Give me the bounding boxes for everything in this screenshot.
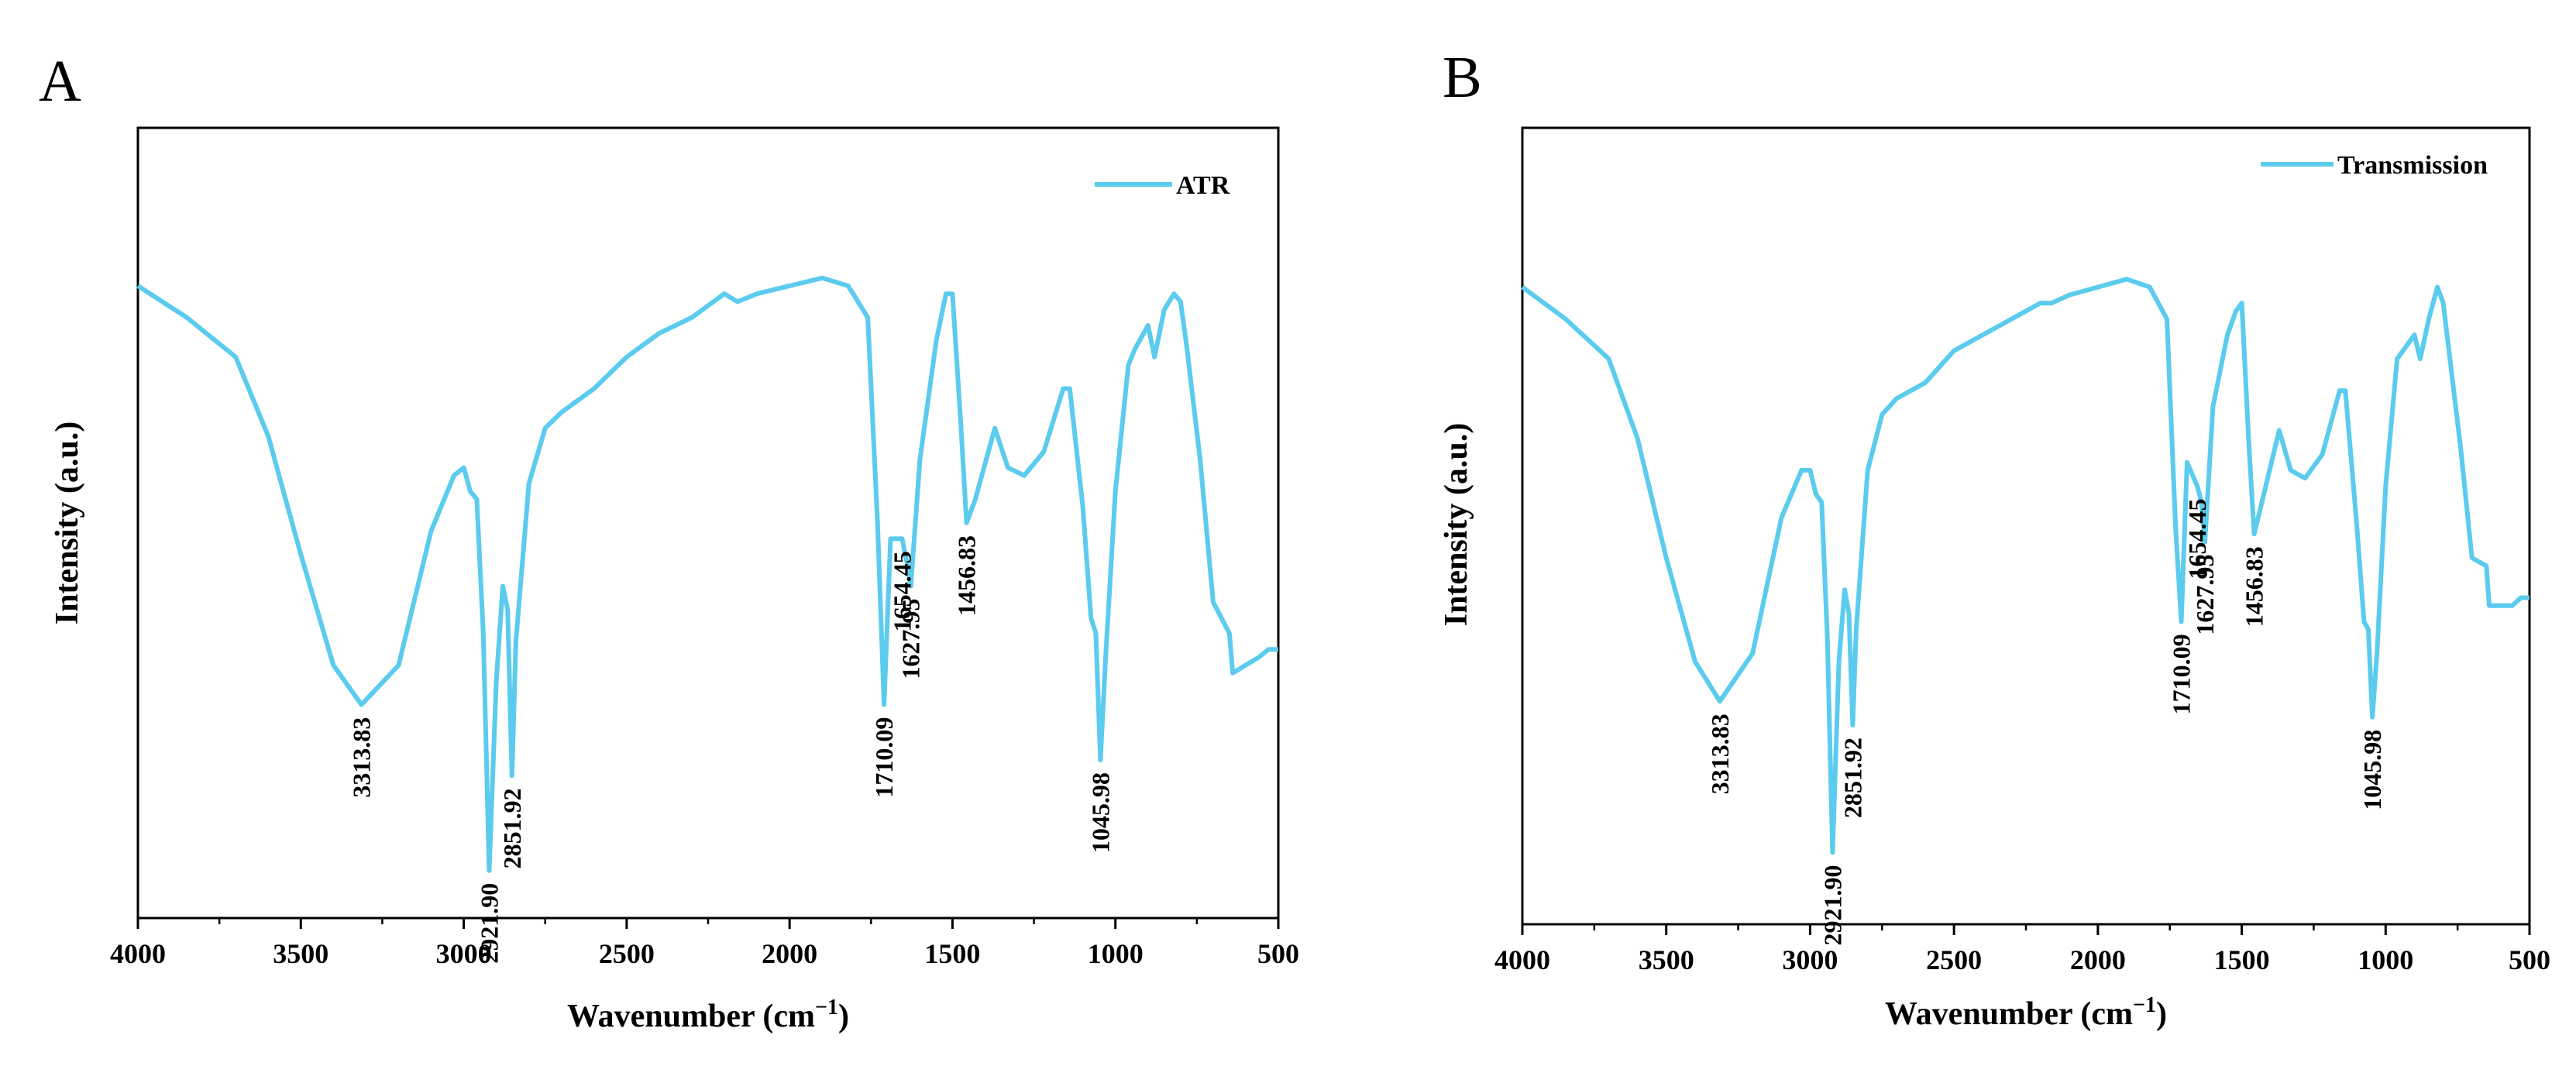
panel-b-peak-label: 1045.98 bbox=[2358, 730, 2386, 810]
panel-b-peak-label: 2921.90 bbox=[1818, 865, 1846, 946]
panel-b-peak-label: 1654.45 bbox=[2183, 499, 2211, 579]
panel-a-peak-label: 3313.83 bbox=[348, 717, 376, 798]
panel-b-label: B bbox=[1443, 45, 1482, 110]
panel-a-legend-label: ATR bbox=[1176, 171, 1230, 200]
panel-a-peak-label: 1710.09 bbox=[870, 717, 898, 798]
panel-a-x-tick-label: 2500 bbox=[599, 938, 655, 969]
panel-b-y-axis-title: Intensity (a.u.) bbox=[1439, 423, 1474, 627]
panel-b-legend-label: Transmission bbox=[2337, 151, 2488, 180]
panel-a-x-tick-label: 3500 bbox=[273, 938, 328, 969]
panel-b-x-tick-label: 3000 bbox=[1782, 944, 1838, 975]
panel-b-transmission-series-line bbox=[1521, 277, 2530, 855]
panel-a-x-tick-label: 500 bbox=[1257, 938, 1299, 969]
panel-a-peak-label: 1627.95 bbox=[897, 599, 925, 679]
panel-b-x-tick-label: 500 bbox=[2509, 944, 2550, 975]
panel-a-peak-label: 1045.98 bbox=[1086, 772, 1114, 853]
panel-a-peak-label: 1456.83 bbox=[953, 535, 981, 616]
panel-a-x-tick-labels: 4000 3500 3000 2500 2000 1500 1000 500 bbox=[110, 938, 1299, 969]
panel-a-x-tick-label: 2000 bbox=[762, 938, 817, 969]
panel-a-label: A bbox=[39, 49, 81, 114]
panel-b-x-tick-labels: 4000 3500 3000 2500 2000 1500 1000 500 bbox=[1494, 944, 2550, 975]
panel-a-x-tick-label: 1500 bbox=[924, 938, 980, 969]
panel-a-x-ticks bbox=[136, 918, 1280, 929]
panel-a-x-tick-label: 3000 bbox=[436, 938, 492, 969]
panel-b-peak-label: 1710.09 bbox=[2168, 634, 2196, 714]
panel-a-peak-label: 2851.92 bbox=[498, 788, 526, 868]
panel-a-peak-labels: 3313.83 2921.90 2851.92 1710.09 1654.451627.… bbox=[348, 535, 1115, 964]
panel-a: A 4000 3500 3000 2500 2000 1500 1000 500 3313.8… bbox=[39, 49, 1299, 1034]
panel-b-x-ticks bbox=[1521, 924, 2531, 935]
panel-b-x-axis-title: Wavenumber (cm−1) bbox=[1885, 993, 2167, 1032]
panel-b-x-tick-label: 2500 bbox=[1926, 944, 1982, 975]
panel-b-peak-label: 1627.95 bbox=[2191, 555, 2219, 635]
panel-b-x-tick-label: 3500 bbox=[1639, 944, 1694, 975]
panel-a-peak-label: 2921.90 bbox=[475, 883, 503, 964]
panel-b-peak-label: 2851.92 bbox=[1838, 738, 1866, 818]
panel-a-x-tick-label: 4000 bbox=[110, 938, 166, 969]
panel-b-x-tick-label: 2000 bbox=[2070, 944, 2126, 975]
panel-b-x-tick-label: 1000 bbox=[2358, 944, 2413, 975]
panel-b-peak-label: 3313.83 bbox=[1706, 714, 1734, 794]
panel-b-peak-label: 1456.83 bbox=[2241, 546, 2268, 627]
panel-a-peak-label: 1654.45 bbox=[889, 551, 917, 631]
panel-a-y-axis-title: Intensity (a.u.) bbox=[50, 421, 85, 625]
panel-a-x-axis-title: Wavenumber (cm−1) bbox=[567, 996, 849, 1034]
panel-a-atr-series-line bbox=[136, 275, 1278, 873]
panel-b-x-tick-label: 4000 bbox=[1494, 944, 1550, 975]
panel-b-x-tick-label: 1500 bbox=[2214, 944, 2270, 975]
panel-a-x-tick-label: 1000 bbox=[1088, 938, 1144, 969]
panel-b: B 4000 3500 3000 2500 2000 1500 1000 500 3313.8… bbox=[1439, 45, 2550, 1032]
panel-b-peak-labels: 3313.83 2921.90 2851.92 1710.09 1654.451627.… bbox=[1706, 499, 2386, 946]
